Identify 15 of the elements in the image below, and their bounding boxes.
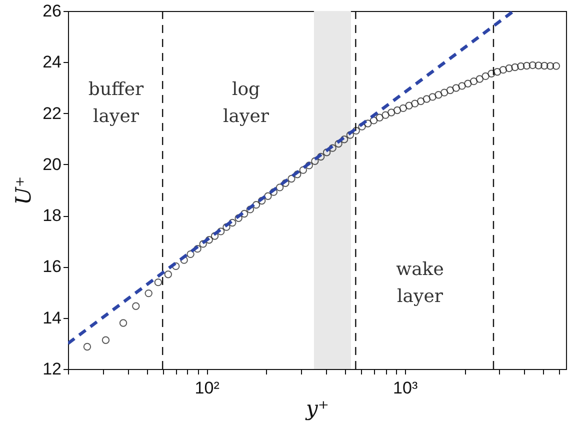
y-tick-label: 22	[42, 104, 62, 123]
y-tick-label: 16	[42, 257, 62, 276]
annotation: buffer layer	[88, 79, 144, 127]
x-tick-label: 10²	[194, 378, 220, 398]
annotation: log layer	[223, 79, 270, 127]
y-tick-label: 20	[42, 154, 62, 174]
y-axis-title: U⁺	[12, 176, 36, 205]
y-tick-label: 18	[42, 206, 62, 226]
x-axis-title: y⁺	[305, 396, 329, 420]
y-tick-label: 26	[42, 2, 62, 20]
annotation: wake layer	[396, 259, 444, 307]
y-tick-label: 12	[42, 360, 62, 378]
x-tick-label: 10³	[393, 378, 418, 398]
y-tick-label: 24	[42, 52, 62, 72]
y-tick-label: 14	[42, 308, 62, 328]
